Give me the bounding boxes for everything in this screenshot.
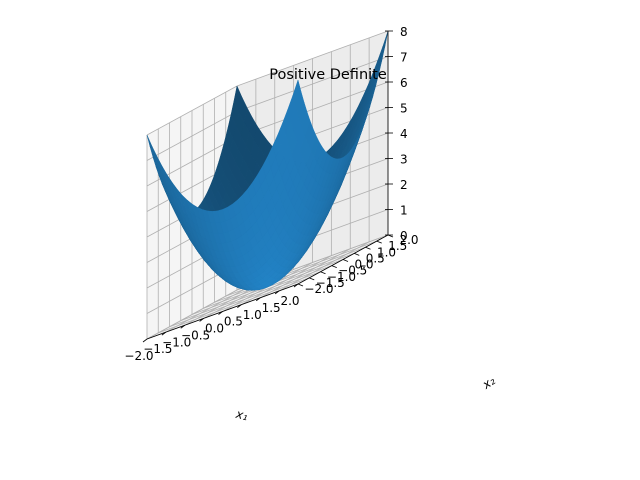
back-wall-gridline: [236, 30, 389, 87]
y-tick-mark: [365, 246, 371, 250]
y-tick-mark: [354, 253, 360, 256]
y-tick-mark: [376, 240, 382, 244]
x-tick-label: 2.0: [280, 294, 299, 308]
x-tick-mark: [180, 324, 185, 329]
surface-patch: [292, 79, 302, 108]
z-tick-label: 8: [400, 25, 408, 39]
y-tick-label: 0.0: [354, 258, 373, 272]
left-wall-gridline: [146, 85, 238, 136]
x-tick-mark: [274, 290, 280, 295]
x-tick-mark: [218, 311, 223, 315]
z-tick-label: 0: [400, 229, 408, 243]
x-tick-label: 1.0: [243, 308, 262, 322]
z-tick-label: 3: [400, 153, 408, 167]
x-tick-label: −2.0: [124, 349, 153, 363]
z-tick-label: 5: [400, 102, 408, 116]
x-tick-label: −1.0: [162, 335, 191, 349]
z-tick-label: 6: [400, 76, 408, 90]
y-tick-label: −1.5: [316, 276, 345, 290]
z-axis-ticks: 0 1 2 3 4 5 6 7 8: [385, 25, 408, 243]
x-tick-mark: [142, 338, 148, 343]
y-tick-label: 0.5: [366, 251, 385, 265]
x-tick-label: −1.5: [143, 342, 172, 356]
left-wall-gridline: [146, 289, 238, 340]
x-tick-label: −0.5: [181, 328, 210, 342]
x-axis-label: x₁: [234, 407, 250, 424]
floor-gridline: [180, 265, 332, 322]
x-tick-label: 0.5: [224, 315, 243, 329]
y-tick-mark: [309, 277, 315, 281]
y-tick-mark: [320, 271, 326, 275]
x-tick-label: 0.0: [205, 322, 224, 336]
z-tick-label: 2: [400, 178, 408, 192]
x-tick-mark: [161, 331, 167, 336]
y-tick-label: 2.0: [399, 233, 418, 247]
x-tick-label: 1.5: [262, 301, 281, 315]
z-tick-label: 1: [400, 204, 408, 218]
y-tick-label: −1.0: [327, 270, 356, 284]
floor-gridline: [169, 271, 321, 328]
y-tick-label: 1.0: [377, 245, 396, 259]
floor-gridline: [214, 246, 366, 303]
surface-mesh: [146, 30, 389, 291]
y-tick-label: −2.0: [304, 282, 333, 296]
floor-gridline: [158, 277, 310, 334]
x-tick-mark: [256, 297, 261, 302]
y-tick-mark: [331, 265, 337, 268]
z-tick-label: 7: [400, 51, 408, 65]
x-axis-ticks: −2.0−1.5−1.0−0.50.0 0.5 1.0 1.5 2.0: [124, 283, 300, 363]
y-tick-mark: [342, 259, 349, 262]
z-tick-label: 4: [400, 127, 408, 141]
y-tick-label: −0.5: [338, 264, 367, 278]
y-tick-label: 1.5: [388, 239, 407, 253]
left-wall-gridline: [146, 111, 238, 161]
chart-title: Positive Definite: [269, 67, 387, 83]
x-tick-mark: [237, 304, 242, 308]
y-tick-mark: [297, 283, 304, 287]
y-axis-ticks: −2.0−1.5−1.0−0.50.00.51.01.52.0: [297, 233, 419, 296]
x-tick-mark: [199, 318, 204, 322]
x-tick-mark: [293, 283, 299, 288]
back-wall-gridline: [236, 56, 389, 112]
back-wall-gridline: [236, 81, 389, 138]
